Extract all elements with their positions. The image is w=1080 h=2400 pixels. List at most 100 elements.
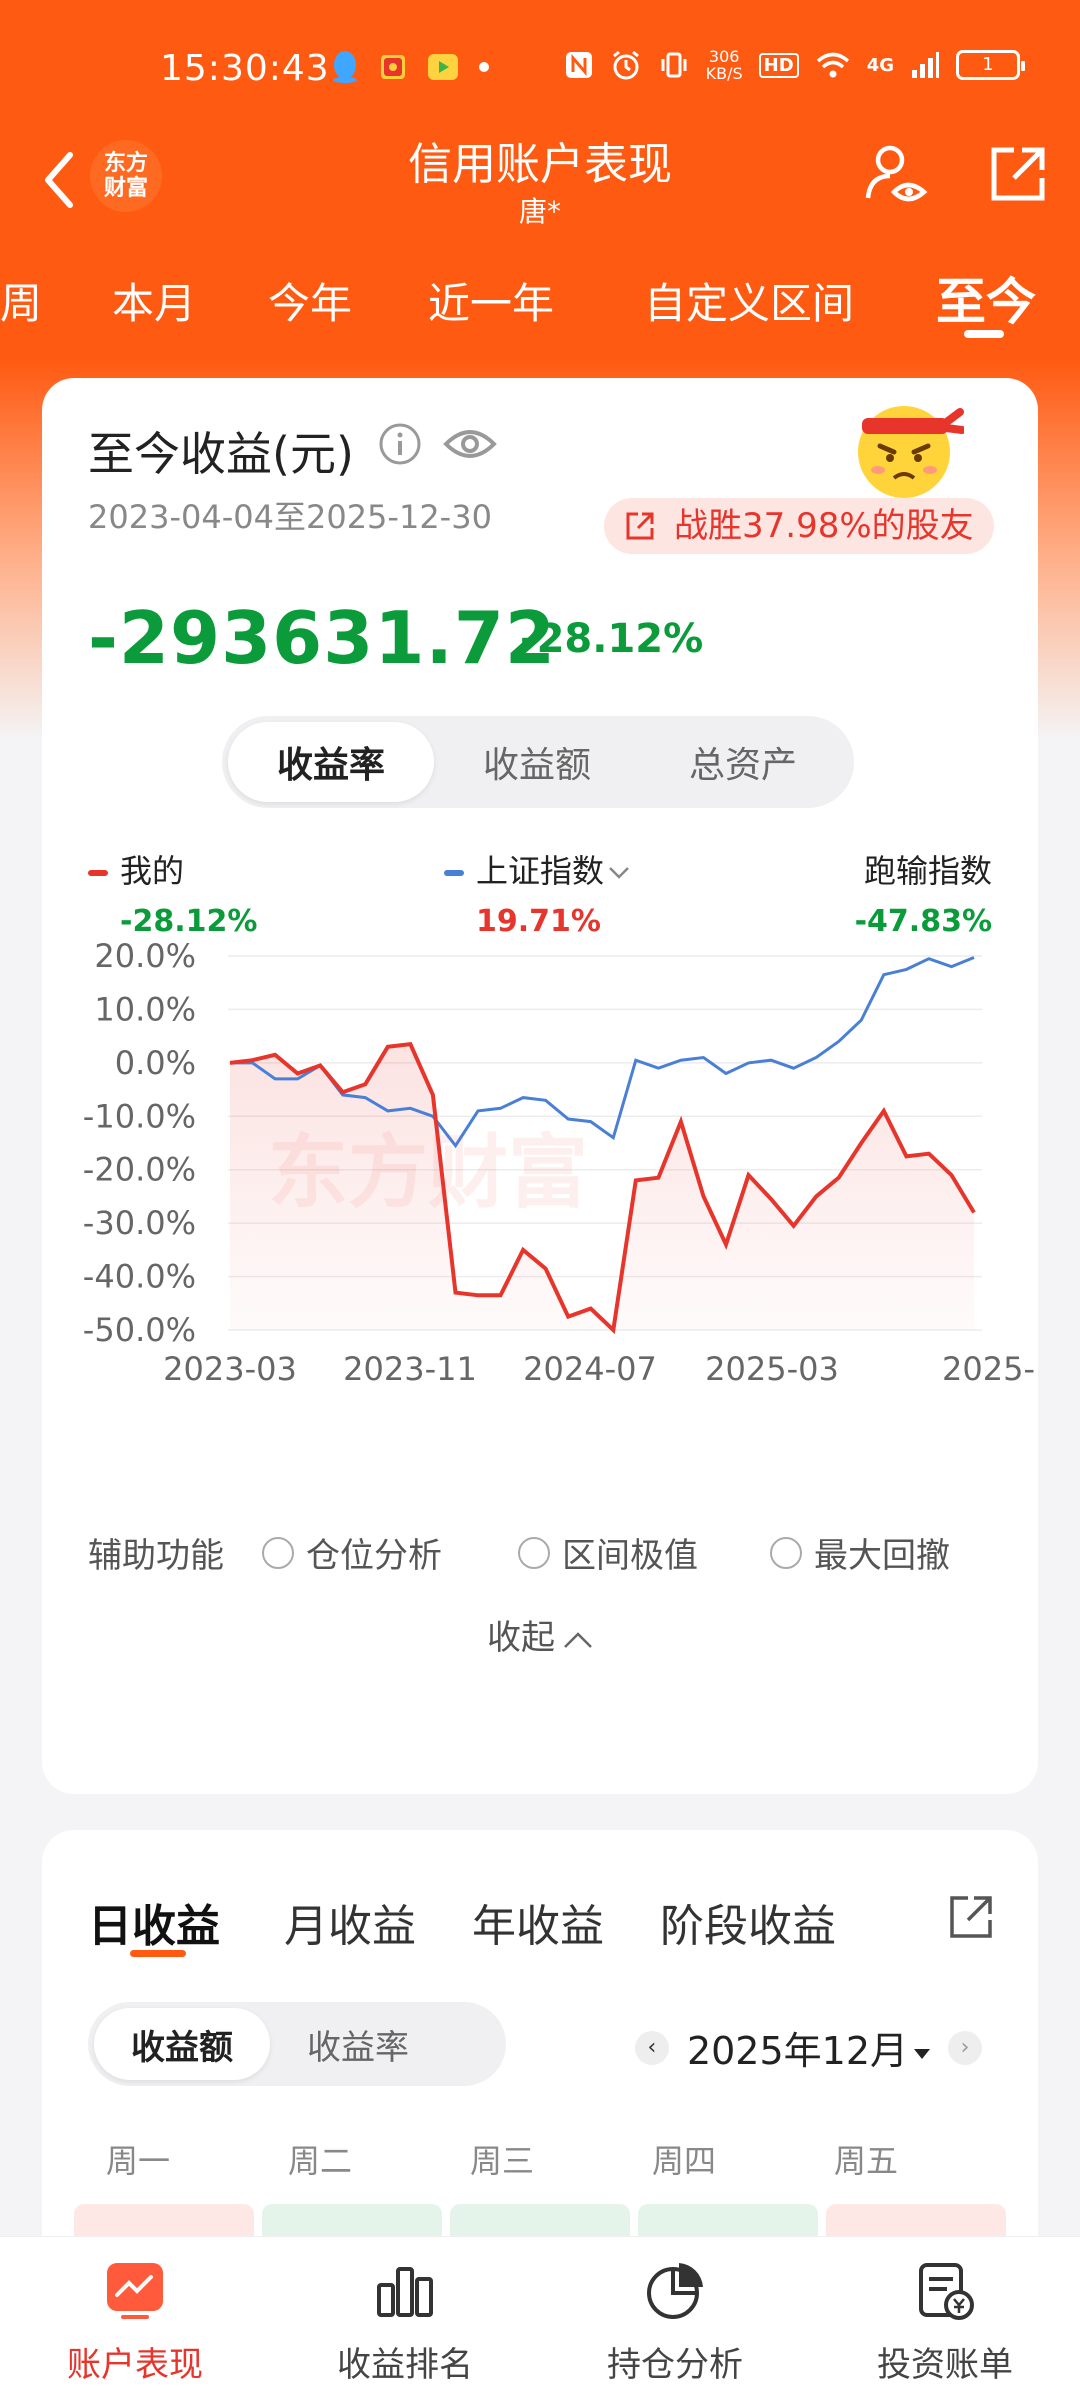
mode-tab-rate[interactable]: 收益率: [307, 2027, 409, 2068]
returns-tab-indicator: [130, 1950, 186, 1957]
beat-peers-badge[interactable]: 战胜37.98%的股友: [604, 498, 994, 554]
total-profit-percent: -28.12%: [520, 616, 704, 662]
tab-yearly-returns[interactable]: 年收益: [472, 1901, 604, 1952]
caret-down-icon: [914, 2048, 930, 2059]
next-month-button[interactable]: ›: [948, 2030, 982, 2065]
status-bar: 15:30:43 306 KB/S HD 4G 1: [0, 0, 1080, 140]
tab-daily-returns[interactable]: 日收益: [88, 1901, 220, 1952]
metric-tab-return-rate[interactable]: 收益率: [228, 722, 434, 802]
nav-holdings-analysis[interactable]: 持仓分析: [540, 2237, 810, 2400]
weekday-fri: 周五: [833, 2142, 898, 2180]
legend-mine-swatch: [88, 870, 108, 876]
y-tick-label: -50.0%: [83, 1311, 196, 1349]
period-tab-last-year[interactable]: 近一年: [428, 279, 555, 328]
back-arrow-icon[interactable]: [34, 145, 84, 215]
series-mine-area: [230, 1044, 974, 1330]
y-tick-label: 10.0%: [94, 990, 196, 1028]
y-tick-label: -10.0%: [83, 1097, 196, 1135]
y-tick-label: -30.0%: [83, 1204, 196, 1242]
period-tabs: 周 本月 今年 近一年 自定义区间 至今: [0, 262, 1080, 342]
period-tab-month[interactable]: 本月: [112, 279, 197, 328]
weekday-mon: 周一: [105, 2142, 170, 2180]
network-type: 4G: [866, 54, 894, 76]
chevron-up-icon: [564, 1631, 592, 1648]
prev-month-button[interactable]: ‹: [634, 2030, 669, 2065]
user-privacy-icon[interactable]: [864, 142, 930, 208]
radio-extremes[interactable]: [518, 1536, 550, 1569]
hd-badge: HD: [758, 52, 799, 78]
aux-option-max-drawdown[interactable]: 最大回撤: [770, 1528, 950, 1577]
x-tick-label: 2023-03: [163, 1350, 297, 1388]
pie-chart-icon: [647, 2263, 703, 2319]
collapse-toggle[interactable]: 收起: [42, 1610, 1038, 1659]
radio-position[interactable]: [262, 1536, 294, 1569]
legend-lag-value: -47.83%: [854, 904, 992, 939]
status-notification-icons: [330, 50, 490, 84]
mode-tab-amount[interactable]: 收益额: [94, 2008, 270, 2080]
legend-index[interactable]: 上证指数 19.71%: [444, 846, 630, 939]
nav-investment-bill[interactable]: 投资账单: [810, 2237, 1080, 2400]
angry-mascot-icon: [858, 406, 964, 498]
legend-lag-label: 跑输指数: [863, 852, 992, 890]
status-time: 15:30:43: [160, 48, 330, 89]
performance-card: 至今收益(元) 2023-04-04至2025-12-30 战胜37.98%的股…: [42, 378, 1038, 1794]
series-index-line: [230, 956, 975, 1149]
dot-icon: [479, 62, 489, 72]
status-system-icons: 306 KB/S HD 4G 1: [564, 47, 1025, 83]
share-icon[interactable]: [946, 1892, 996, 1942]
radio-max-drawdown[interactable]: [770, 1536, 802, 1569]
series-mine-line: [229, 1042, 976, 1335]
chevron-down-icon: [609, 867, 629, 879]
period-tab-since-inception[interactable]: 至今: [936, 273, 1036, 331]
external-link-icon: [626, 512, 654, 540]
total-profit-value: -293631.72: [88, 596, 557, 680]
x-tick-label: 2023-11: [343, 1350, 477, 1388]
app-header: 东方 财富 信用账户表现 唐*: [0, 120, 1080, 240]
y-tick-label: 20.0%: [94, 937, 196, 975]
share-icon[interactable]: [986, 142, 1050, 206]
y-tick-label: -20.0%: [83, 1151, 196, 1189]
weekday-wed: 周三: [469, 2142, 534, 2180]
legend-lag: 跑输指数 -47.83%: [855, 846, 992, 939]
x-tick-label: 2025-03: [705, 1350, 839, 1388]
page-title: 信用账户表现: [408, 139, 672, 190]
red-packet-icon: [381, 55, 405, 79]
tab-stage-returns[interactable]: 阶段收益: [660, 1901, 836, 1952]
tab-monthly-returns[interactable]: 月收益: [284, 1901, 416, 1952]
weekday-thu: 周四: [651, 2142, 716, 2180]
x-tick-label: 2024-07: [523, 1350, 657, 1388]
weekday-tue: 周二: [287, 2142, 352, 2180]
metric-tab-profit-amount[interactable]: 收益额: [482, 745, 591, 786]
metric-tab-total-assets[interactable]: 总资产: [688, 745, 797, 786]
legend-index-label: 上证指数: [476, 852, 605, 890]
video-app-icon: [428, 54, 458, 80]
x-tick-label: 2025-1: [942, 1350, 1038, 1388]
aux-option-position[interactable]: 仓位分析: [262, 1528, 442, 1577]
legend-mine-label: 我的: [120, 852, 185, 890]
legend-mine-value: -28.12%: [120, 904, 258, 939]
nav-account-performance[interactable]: 账户表现: [0, 2237, 270, 2400]
aux-option-extremes[interactable]: 区间极值: [518, 1528, 698, 1577]
legend-mine: 我的 -28.12%: [88, 846, 257, 939]
period-tab-indicator: [964, 330, 1004, 338]
nav-profit-ranking[interactable]: 收益排名: [270, 2237, 540, 2400]
vibrate-icon: [661, 52, 687, 78]
period-tab-year[interactable]: 今年: [268, 279, 353, 328]
month-selector[interactable]: 2025年12月: [687, 2020, 930, 2075]
signal-icon: [912, 52, 939, 78]
nfc-icon: [565, 52, 592, 78]
month-navigator: ‹ 2025年12月 ›: [634, 2020, 982, 2075]
battery-indicator: 1: [956, 50, 1025, 80]
y-tick-label: 0.0%: [115, 1044, 196, 1082]
wifi-icon: [816, 52, 849, 78]
info-icon[interactable]: [378, 422, 422, 466]
visibility-eye-icon[interactable]: [442, 420, 498, 468]
net-speed: 306 KB/S: [705, 47, 743, 83]
period-tab-custom[interactable]: 自定义区间: [644, 279, 855, 328]
performance-chart-icon: [107, 2263, 163, 2319]
y-tick-label: -40.0%: [83, 1258, 196, 1296]
bill-icon: [919, 2263, 974, 2320]
period-tab-week[interactable]: 周: [0, 279, 43, 328]
bar-chart-icon: [377, 2267, 433, 2317]
